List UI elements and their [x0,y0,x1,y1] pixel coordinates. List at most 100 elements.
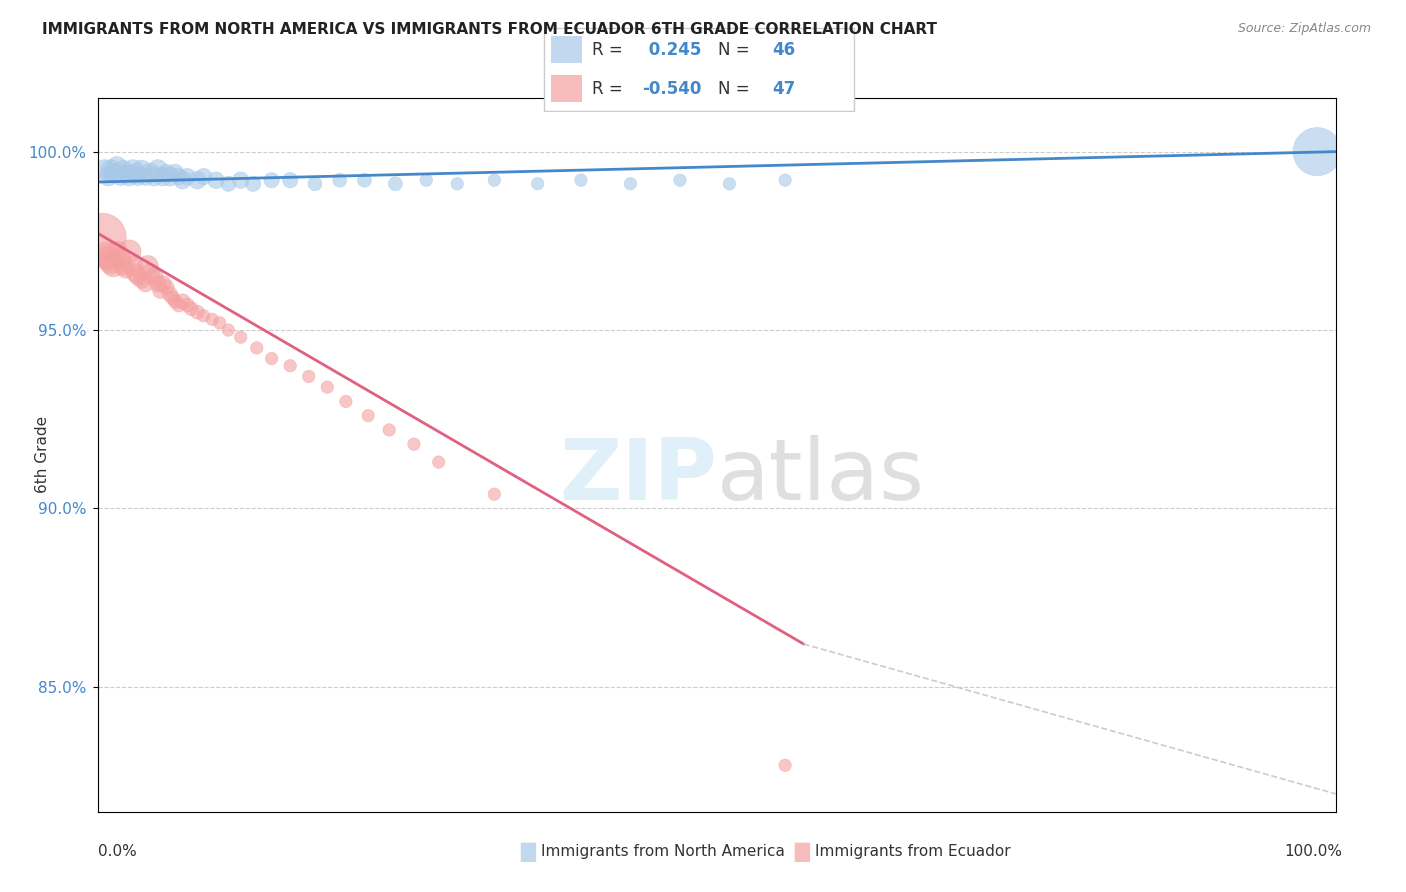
Point [136,259,159,273]
Point [124,266,146,280]
Point [105,244,128,259]
Point [172,173,194,187]
Point [217,323,239,337]
Point [167,298,190,312]
Point [718,177,741,191]
Point [110,169,132,184]
Point [378,423,401,437]
Point [278,359,301,373]
Point [134,277,156,291]
Text: █: █ [794,842,810,862]
Point [155,166,177,180]
Point [205,173,228,187]
Point [97,169,120,184]
Point [773,758,796,772]
Text: atlas: atlas [717,434,925,518]
Point [229,173,252,187]
Point [193,309,215,323]
Point [246,341,269,355]
Point [304,177,326,191]
Point [180,301,202,316]
Text: 0.0%: 0.0% [98,845,138,859]
Text: ZIP: ZIP [560,434,717,518]
Text: Source: ZipAtlas.com: Source: ZipAtlas.com [1237,22,1371,36]
Point [103,259,125,273]
Point [201,312,224,326]
FancyBboxPatch shape [551,75,582,103]
Point [131,162,153,177]
Point [186,173,208,187]
Point [229,330,252,344]
Point [260,173,283,187]
Point [149,284,172,298]
Text: █: █ [520,842,536,862]
Point [427,455,450,469]
Point [143,169,166,184]
Point [139,266,162,280]
Point [260,351,283,366]
Point [122,162,145,177]
Text: 0.245: 0.245 [643,41,702,59]
Point [134,169,156,184]
Point [619,177,641,191]
Point [118,169,141,184]
Point [446,177,468,191]
Point [91,230,114,244]
Point [112,259,135,273]
Point [103,166,125,180]
Point [114,166,136,180]
Point [193,169,215,184]
Point [176,169,198,184]
Point [165,294,187,309]
Point [159,169,181,184]
Point [139,166,162,180]
Point [114,262,136,277]
Text: 47: 47 [772,79,796,97]
Point [242,177,264,191]
Point [146,277,169,291]
Point [415,173,437,187]
Point [100,255,122,269]
Text: R =: R = [592,41,628,59]
Point [112,162,135,177]
Point [316,380,339,394]
Text: N =: N = [718,41,755,59]
Text: -0.540: -0.540 [643,79,702,97]
Point [353,173,375,187]
Point [143,269,166,284]
Point [152,169,174,184]
Text: Immigrants from Ecuador: Immigrants from Ecuador [815,845,1011,859]
FancyBboxPatch shape [551,36,582,63]
Point [110,252,132,266]
Point [155,280,177,294]
Point [773,173,796,187]
Point [357,409,380,423]
Point [122,259,145,273]
Point [127,269,149,284]
Point [127,169,149,184]
Point [162,291,184,305]
Point [186,305,208,319]
Point [526,177,548,191]
Point [384,177,406,191]
Text: 6th Grade: 6th Grade [35,417,51,493]
Text: 46: 46 [772,41,796,59]
Point [484,487,506,501]
Point [105,159,128,173]
Point [167,169,190,184]
Point [118,244,141,259]
Point [1306,145,1329,159]
Text: IMMIGRANTS FROM NORTH AMERICA VS IMMIGRANTS FROM ECUADOR 6TH GRADE CORRELATION C: IMMIGRANTS FROM NORTH AMERICA VS IMMIGRA… [42,22,938,37]
Text: Immigrants from North America: Immigrants from North America [541,845,785,859]
Point [131,273,153,287]
Point [208,316,231,330]
Point [329,173,352,187]
Point [146,162,169,177]
Point [124,166,146,180]
Point [93,162,115,177]
Point [569,173,592,187]
Point [298,369,321,384]
FancyBboxPatch shape [544,28,855,111]
Point [94,248,117,262]
Point [176,298,198,312]
